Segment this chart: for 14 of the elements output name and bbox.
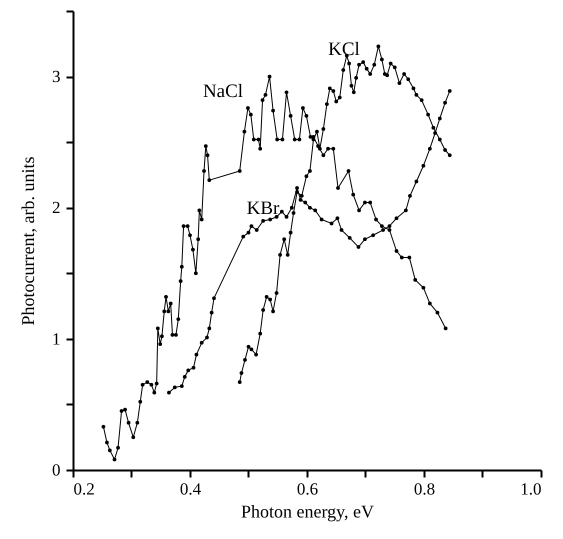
x-axis-title: Photon energy, eV xyxy=(241,502,374,522)
x-tick-label: 0.6 xyxy=(296,480,318,498)
series-label: KCl xyxy=(328,39,360,60)
x-tick-label: 1.0 xyxy=(520,480,542,498)
y-tick-label: 2 xyxy=(52,198,60,218)
y-tick-label: 0 xyxy=(52,460,60,480)
y-tick-label: 3 xyxy=(52,67,60,86)
y-axis-title: Photocurrent, arb. units xyxy=(18,156,38,326)
x-tick-label: 0.8 xyxy=(414,480,436,498)
x-tick-label: 0.4 xyxy=(180,480,202,498)
x-tick-label: 0.2 xyxy=(74,480,95,498)
series-label: KBr xyxy=(246,198,280,219)
series-label: NaCl xyxy=(202,81,244,102)
y-tick-label: 1 xyxy=(52,329,60,348)
